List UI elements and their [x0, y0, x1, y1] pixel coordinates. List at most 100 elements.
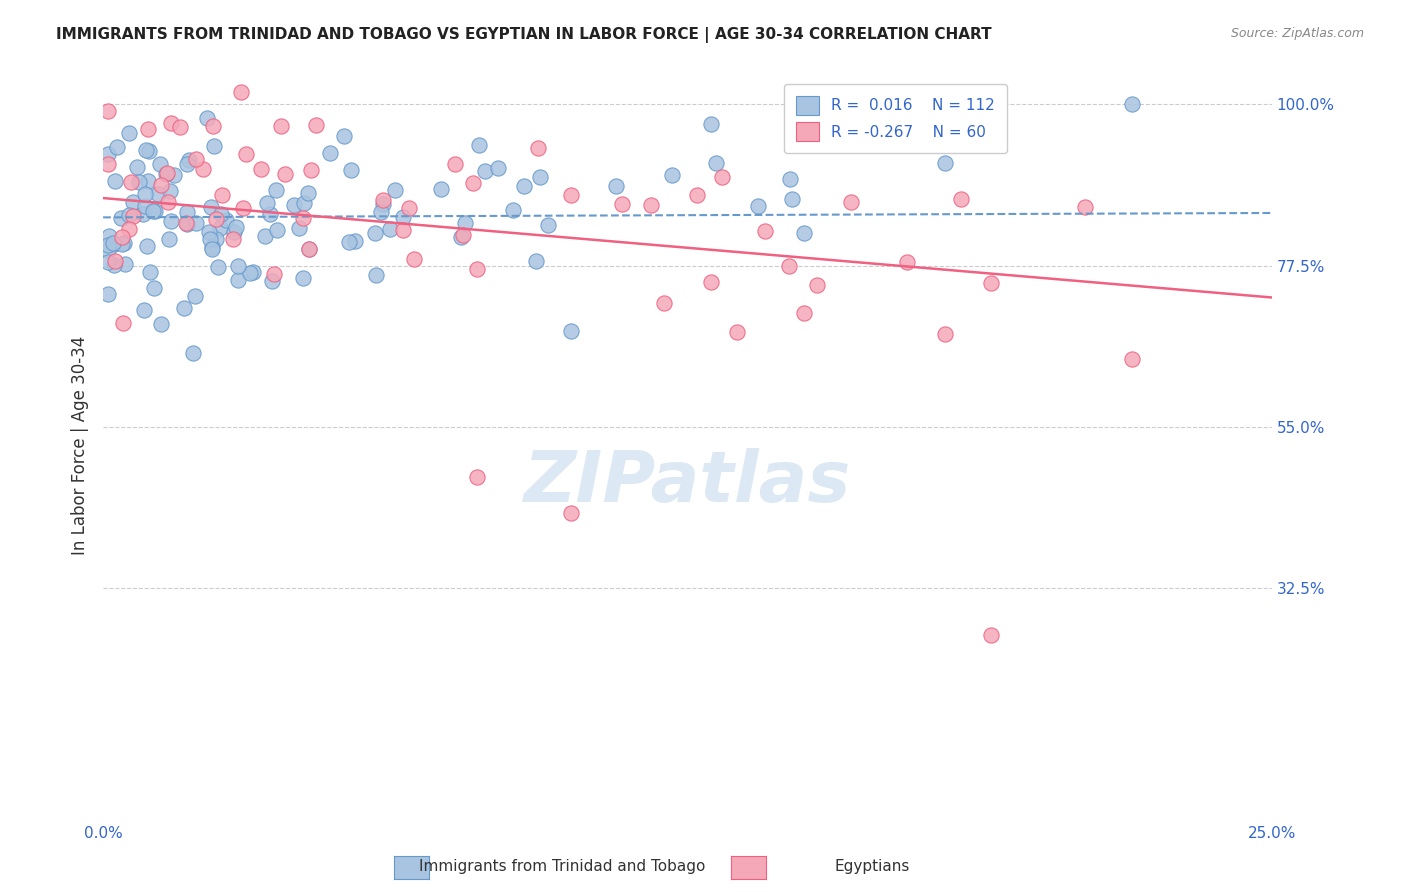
Point: [136, 121, 159, 136]
Point: [526, 141, 548, 155]
Point: [215, 213, 238, 227]
Point: [142, 281, 165, 295]
Point: [384, 183, 406, 197]
Point: [211, 188, 233, 202]
Point: [143, 204, 166, 219]
Point: [260, 274, 283, 288]
Point: [839, 195, 862, 210]
Point: [274, 167, 297, 181]
Point: [174, 216, 197, 230]
Point: [270, 119, 292, 133]
Point: [97, 103, 120, 118]
Point: [288, 221, 311, 235]
Point: [710, 170, 733, 185]
Point: [201, 240, 224, 254]
Point: [209, 221, 232, 235]
Point: [114, 257, 136, 271]
Point: [160, 213, 183, 227]
Point: [700, 117, 723, 131]
Point: [135, 144, 157, 158]
Point: [122, 195, 145, 210]
Point: [402, 252, 425, 266]
Point: [934, 156, 956, 170]
Point: [232, 201, 254, 215]
Point: [392, 210, 415, 224]
Point: [305, 118, 328, 132]
Point: [610, 197, 633, 211]
Point: [97, 237, 120, 252]
Point: [176, 217, 198, 231]
Point: [465, 261, 488, 276]
Text: Source: ZipAtlas.com: Source: ZipAtlas.com: [1230, 27, 1364, 40]
Point: [198, 231, 221, 245]
Point: [560, 325, 582, 339]
Point: [111, 237, 134, 252]
Point: [640, 198, 662, 212]
Point: [297, 242, 319, 256]
Point: [779, 172, 801, 186]
Point: [112, 316, 135, 330]
Point: [134, 187, 156, 202]
Point: [337, 235, 360, 249]
Point: [121, 209, 143, 223]
Point: [747, 199, 769, 213]
Point: [461, 176, 484, 190]
Point: [453, 216, 475, 230]
Point: [363, 226, 385, 240]
Point: [202, 139, 225, 153]
Point: [392, 223, 415, 237]
Point: [149, 178, 172, 193]
Point: [980, 276, 1002, 290]
Point: [136, 174, 159, 188]
Point: [186, 152, 208, 166]
Point: [169, 120, 191, 134]
Point: [465, 470, 488, 484]
Point: [101, 236, 124, 251]
Point: [529, 170, 551, 185]
Point: [686, 188, 709, 202]
Point: [661, 168, 683, 182]
Point: [229, 85, 252, 99]
Point: [202, 120, 225, 134]
Text: Egyptians: Egyptians: [834, 859, 910, 874]
Point: [146, 187, 169, 202]
Point: [319, 146, 342, 161]
Text: IMMIGRANTS FROM TRINIDAD AND TOBAGO VS EGYPTIAN IN LABOR FORCE | AGE 30-34 CORRE: IMMIGRANTS FROM TRINIDAD AND TOBAGO VS E…: [56, 27, 991, 43]
Point: [226, 259, 249, 273]
Point: [524, 253, 547, 268]
Point: [184, 217, 207, 231]
Y-axis label: In Labor Force | Age 30-34: In Labor Force | Age 30-34: [72, 335, 89, 555]
Legend: R =  0.016    N = 112, R = -0.267    N = 60: R = 0.016 N = 112, R = -0.267 N = 60: [783, 84, 1007, 153]
Point: [259, 207, 281, 221]
Point: [118, 208, 141, 222]
Point: [235, 147, 257, 161]
Point: [97, 147, 120, 161]
Point: [364, 268, 387, 282]
Point: [468, 138, 491, 153]
Point: [224, 225, 246, 239]
Point: [197, 112, 219, 126]
Point: [292, 196, 315, 211]
Point: [250, 161, 273, 176]
Point: [128, 175, 150, 189]
Point: [1121, 97, 1143, 112]
Point: [253, 228, 276, 243]
Point: [298, 242, 321, 256]
Point: [537, 218, 560, 232]
Point: [155, 167, 177, 181]
Point: [97, 243, 120, 257]
Point: [266, 223, 288, 237]
Point: [371, 193, 394, 207]
Point: [205, 211, 228, 226]
Point: [239, 266, 262, 280]
Point: [704, 155, 727, 169]
Point: [97, 286, 120, 301]
Point: [398, 201, 420, 215]
Point: [560, 506, 582, 520]
Point: [138, 144, 160, 158]
Point: [181, 346, 204, 360]
Point: [474, 163, 496, 178]
Point: [159, 184, 181, 198]
Point: [725, 325, 748, 339]
Point: [343, 234, 366, 248]
